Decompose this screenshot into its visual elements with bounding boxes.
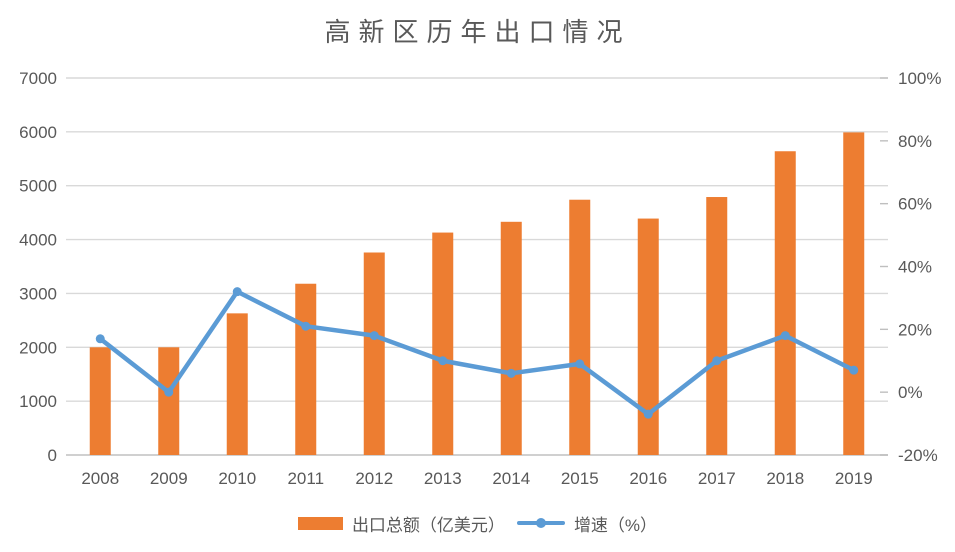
left-axis-tick-label: 5000	[19, 177, 57, 196]
bar-2013	[432, 232, 454, 455]
bar-2018	[774, 151, 796, 455]
growth-marker-2012	[369, 331, 379, 341]
right-axis-tick-label: 20%	[898, 320, 932, 339]
right-axis-tick-label: 40%	[898, 258, 932, 277]
growth-marker-2019	[849, 365, 859, 375]
left-axis-tick-label: 6000	[19, 123, 57, 142]
growth-marker-2016	[643, 409, 653, 419]
x-axis-label-2011: 2011	[287, 469, 324, 488]
x-axis-label-2018: 2018	[766, 469, 804, 488]
bar-2008	[89, 347, 111, 455]
growth-marker-2011	[301, 321, 311, 331]
left-axis-tick-label: 4000	[19, 231, 57, 250]
x-axis-label-2013: 2013	[424, 469, 462, 488]
x-axis-label-2010: 2010	[218, 469, 256, 488]
chart-legend: 出口总额（亿美元） 增速（%）	[0, 509, 955, 537]
growth-marker-2013	[438, 356, 448, 366]
right-axis-tick-label: -20%	[898, 446, 938, 465]
bar-2012	[363, 252, 385, 455]
growth-marker-2017	[712, 356, 722, 366]
x-axis-label-2019: 2019	[835, 469, 873, 488]
growth-marker-2009	[164, 387, 174, 397]
right-axis-tick-label: 0%	[898, 383, 923, 402]
left-axis-tick-label: 2000	[19, 338, 57, 357]
bar-2010	[226, 313, 248, 455]
right-axis-tick-label: 80%	[898, 132, 932, 151]
growth-marker-2018	[780, 331, 790, 341]
legend-item-exports: 出口总额（亿美元）	[297, 511, 505, 536]
growth-line	[98, 289, 856, 417]
right-axis-tick-label: 60%	[898, 195, 932, 214]
growth-marker-2010	[232, 287, 242, 297]
bar-2009	[158, 347, 180, 455]
bar-2011	[295, 283, 317, 455]
x-axis-label-2015: 2015	[561, 469, 599, 488]
x-axis-label-2016: 2016	[629, 469, 667, 488]
left-axis-tick-label: 1000	[19, 392, 57, 411]
legend-label-growth: 增速（%）	[573, 515, 658, 535]
legend-line-marker-dot	[535, 518, 546, 528]
left-axis-tick-label: 3000	[19, 284, 57, 303]
legend-item-growth: 增速（%）	[516, 511, 658, 536]
x-axis-label-2017: 2017	[698, 469, 736, 488]
left-axis-tick-label: 7000	[19, 69, 57, 88]
left-axis-tick-label: 0	[48, 446, 57, 465]
bar-2015	[569, 199, 591, 455]
bar-2014	[500, 221, 522, 455]
x-axis-label-2009: 2009	[150, 469, 188, 488]
growth-marker-2014	[506, 368, 516, 378]
right-axis-tick-label: 100%	[898, 69, 941, 88]
bar-2017	[706, 197, 728, 455]
combo-chart-plot: 0 1000 2000 3000 4000 5000 6000 7000 -20% 0% 20% 40…	[19, 69, 941, 488]
growth-marker-2015	[575, 359, 585, 369]
chart-title: 高新区历年出口情况	[324, 17, 631, 47]
x-axis-label-2012: 2012	[355, 469, 393, 488]
bar-2016	[637, 218, 659, 455]
bar-2019	[843, 132, 865, 455]
legend-label-exports: 出口总额（亿美元）	[351, 515, 505, 535]
x-axis-label-2008: 2008	[81, 469, 119, 488]
legend-line-swatch	[516, 518, 565, 528]
growth-marker-2008	[95, 334, 105, 344]
x-axis-label-2014: 2014	[492, 469, 530, 488]
legend-bar-swatch	[297, 516, 343, 530]
